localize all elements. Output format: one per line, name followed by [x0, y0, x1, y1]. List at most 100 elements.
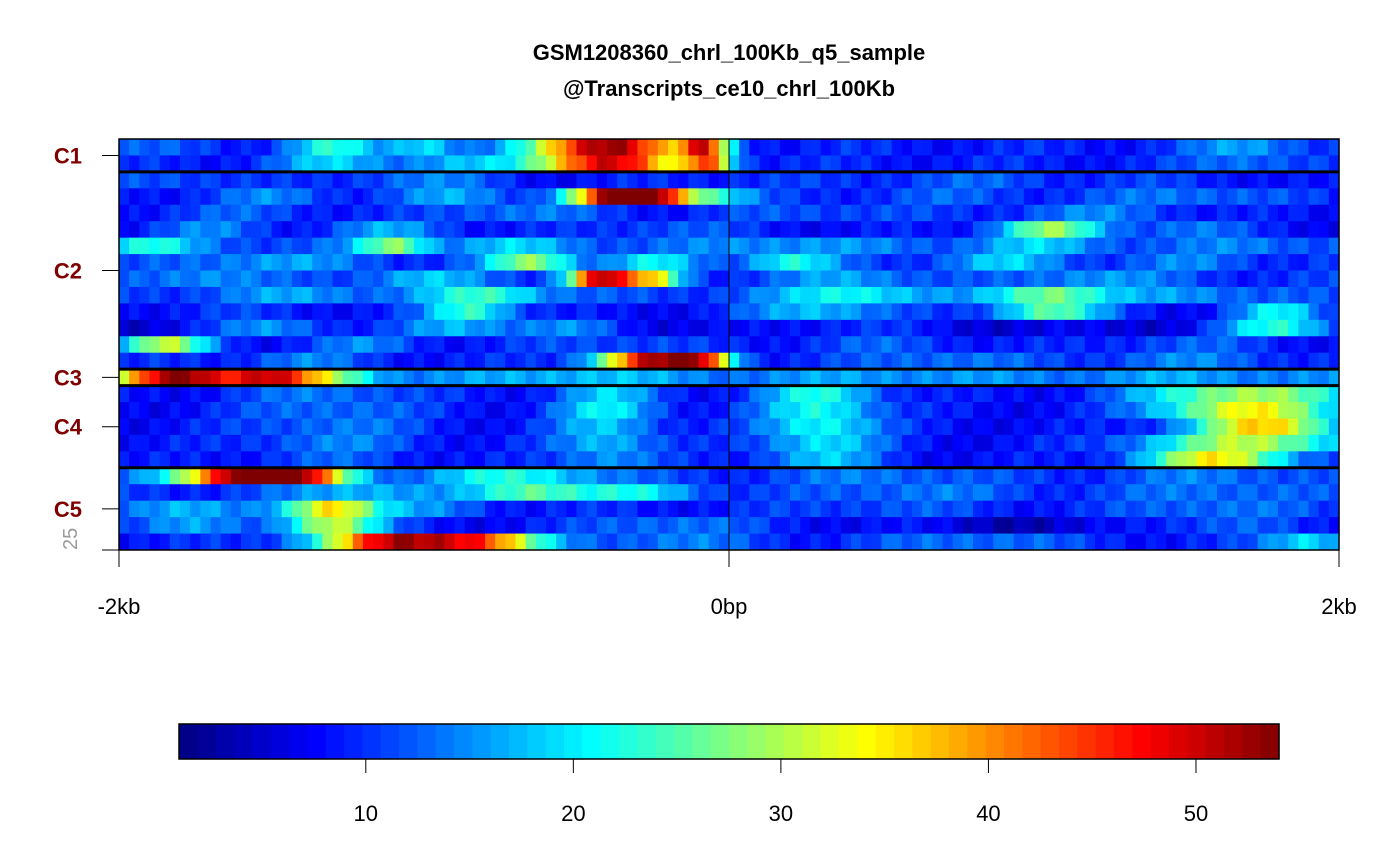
heatmap-cell [953, 188, 964, 205]
heatmap-cell [231, 287, 242, 304]
heatmap-cell [963, 271, 974, 288]
heatmap-cell [566, 320, 577, 337]
heatmap-cell [932, 468, 943, 485]
heatmap-cell [861, 386, 872, 403]
heatmap-cell [1095, 287, 1106, 304]
heatmap-cell [953, 139, 964, 156]
heatmap-cell [1115, 402, 1126, 419]
heatmap-cell [1268, 534, 1279, 551]
heatmap-cell [892, 517, 903, 534]
heatmap-cell [719, 172, 730, 189]
heatmap-cell [1319, 271, 1330, 288]
heatmap-cell [383, 320, 394, 337]
heatmap-cell [871, 336, 882, 353]
heatmap-cell [221, 139, 232, 156]
heatmap-cell [760, 221, 771, 238]
heatmap-cell [292, 534, 303, 551]
heatmap-cell [1309, 188, 1320, 205]
heatmap-cell [902, 303, 913, 320]
heatmap-cell [1319, 287, 1330, 304]
heatmap-cell [861, 205, 872, 222]
heatmap-cell [953, 468, 964, 485]
heatmap-cell [200, 221, 211, 238]
heatmap-cell [129, 238, 140, 255]
heatmap-cell [1217, 271, 1228, 288]
heatmap-cell [607, 155, 618, 172]
heatmap-cell [231, 451, 242, 468]
heatmap-cell [1166, 188, 1177, 205]
heatmap-cell [190, 287, 201, 304]
heatmap-cell [932, 271, 943, 288]
heatmap-cell [1288, 336, 1299, 353]
heatmap-cell [231, 386, 242, 403]
heatmap-cell [414, 501, 425, 518]
heatmap-cell [770, 287, 781, 304]
heatmap-cell [1166, 468, 1177, 485]
heatmap-cell [1044, 336, 1055, 353]
heatmap-cell [1329, 517, 1340, 534]
heatmap-cell [1105, 221, 1116, 238]
heatmap-cell [414, 221, 425, 238]
heatmap-cell [851, 254, 862, 271]
heatmap-cell [587, 336, 598, 353]
heatmap-cell [841, 254, 852, 271]
heatmap-cell [953, 271, 964, 288]
heatmap-cell [251, 205, 262, 222]
heatmap-cell [577, 271, 588, 288]
heatmap-cell [363, 484, 374, 501]
heatmap-cell [1217, 418, 1228, 435]
heatmap-cell [129, 205, 140, 222]
heatmap-cell [434, 188, 445, 205]
heatmap-cell [526, 238, 537, 255]
heatmap-cell [1187, 484, 1198, 501]
x-axis: -2kb 0bp 2kb [98, 550, 1357, 619]
heatmap-cell [292, 418, 303, 435]
heatmap-cell [1298, 484, 1309, 501]
heatmap-cell [272, 501, 283, 518]
heatmap-cell [699, 205, 710, 222]
heatmap-cell [607, 320, 618, 337]
heatmap-cell [668, 386, 679, 403]
heatmap-cell [1115, 205, 1126, 222]
colorbar-tick-label: 50 [1184, 801, 1208, 826]
heatmap-cell [119, 254, 130, 271]
heatmap-cell [190, 386, 201, 403]
heatmap-cell [1115, 386, 1126, 403]
heatmap-cell [475, 353, 486, 370]
heatmap-cell [851, 172, 862, 189]
heatmap-cell [892, 402, 903, 419]
heatmap-cell [1278, 451, 1289, 468]
heatmap-cell [1075, 303, 1086, 320]
heatmap-cell [353, 172, 364, 189]
heatmap-cell [1319, 402, 1330, 419]
heatmap-cell [200, 155, 211, 172]
heatmap-cell [343, 402, 354, 419]
heatmap-cell [139, 238, 150, 255]
heatmap-cell [455, 369, 466, 386]
heatmap-cell [241, 451, 252, 468]
heatmap-cell [912, 402, 923, 419]
heatmap-cell [160, 287, 171, 304]
heatmap-cell [760, 501, 771, 518]
heatmap-cell [861, 320, 872, 337]
heatmap-cell [505, 534, 516, 551]
heatmap-cell [505, 188, 516, 205]
heatmap-cell [688, 303, 699, 320]
heatmap-cell [1126, 418, 1137, 435]
heatmap-cell [892, 254, 903, 271]
heatmap-cell [821, 188, 832, 205]
heatmap-cell [943, 451, 954, 468]
heatmap-cell [973, 254, 984, 271]
heatmap-cell [882, 172, 893, 189]
heatmap-cell [231, 501, 242, 518]
x-tick-label: 2kb [1321, 594, 1356, 619]
heatmap-cell [424, 369, 435, 386]
heatmap-cell [963, 254, 974, 271]
heatmap-cell [892, 353, 903, 370]
heatmap-cell [272, 139, 283, 156]
heatmap-cell [495, 386, 506, 403]
heatmap-cell [668, 320, 679, 337]
heatmap-cell [394, 484, 405, 501]
heatmap-cell [465, 451, 476, 468]
heatmap-cell [1176, 139, 1187, 156]
